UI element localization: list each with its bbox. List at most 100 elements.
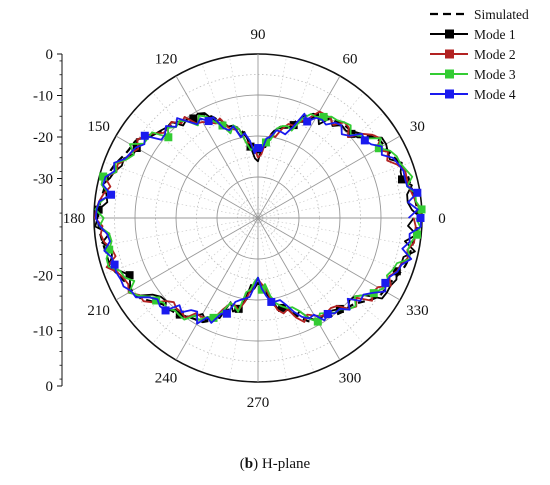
major-spoke bbox=[175, 75, 259, 219]
series-marker bbox=[222, 309, 231, 318]
legend-label: Mode 1 bbox=[474, 27, 516, 42]
series-marker bbox=[278, 303, 287, 312]
series-marker bbox=[254, 144, 262, 153]
series-marker bbox=[323, 309, 332, 318]
minor-spoke bbox=[152, 92, 259, 219]
legend-marker bbox=[445, 29, 454, 39]
angle-label: 90 bbox=[251, 27, 266, 43]
series-marker bbox=[107, 190, 116, 199]
minor-spoke bbox=[257, 217, 384, 324]
caption-text: H-plane bbox=[261, 456, 311, 472]
series-marker bbox=[164, 133, 173, 142]
legend-marker bbox=[445, 69, 454, 79]
minor-spoke bbox=[103, 217, 259, 275]
series-marker bbox=[161, 306, 170, 315]
series-marker bbox=[110, 260, 119, 269]
minor-spoke bbox=[132, 112, 259, 219]
minor-spoke bbox=[257, 161, 413, 219]
angle-labels: 0 30 60 90 120 150 180 210 240 270 300 330 bbox=[63, 27, 446, 411]
radial-tick-label: -10 bbox=[33, 324, 53, 340]
series-marker bbox=[99, 172, 108, 181]
minor-spoke bbox=[257, 217, 420, 247]
legend-label: Simulated bbox=[474, 7, 529, 22]
series-marker bbox=[152, 296, 161, 305]
major-spoke bbox=[257, 217, 341, 361]
minor-spoke bbox=[257, 63, 315, 219]
legend-entry: Mode 1 bbox=[430, 27, 516, 42]
radial-axis: 0 -10 -20 -30 -20 -10 0 bbox=[33, 47, 63, 395]
radial-tick-label: -30 bbox=[33, 172, 53, 188]
legend-label: Mode 4 bbox=[474, 87, 516, 102]
minor-spoke bbox=[96, 189, 259, 219]
radial-tick-label: -20 bbox=[33, 268, 53, 284]
major-spoke bbox=[115, 217, 259, 301]
series-marker bbox=[204, 117, 213, 126]
series-marker bbox=[416, 214, 425, 222]
angle-label: 150 bbox=[87, 119, 110, 135]
series-layer bbox=[94, 110, 426, 326]
series-marker bbox=[246, 142, 255, 151]
series-marker bbox=[140, 131, 149, 140]
major-spoke bbox=[257, 217, 401, 301]
series-marker bbox=[105, 245, 114, 254]
legend: Simulated Mode 1 Mode 2 Mode 3 Mode 4 bbox=[430, 7, 529, 102]
minor-spoke bbox=[103, 161, 259, 219]
minor-spoke bbox=[257, 217, 315, 373]
angle-label: 30 bbox=[410, 119, 425, 135]
angle-label: 240 bbox=[155, 370, 178, 386]
series-line bbox=[94, 112, 422, 325]
legend-marker bbox=[445, 89, 454, 99]
series-marker bbox=[94, 205, 103, 214]
minor-spoke bbox=[132, 217, 259, 324]
angle-label: 120 bbox=[155, 52, 178, 68]
angle-label: 300 bbox=[339, 370, 362, 386]
series-marker bbox=[218, 121, 227, 130]
series-marker bbox=[303, 117, 312, 126]
figure-caption: (b) H-plane bbox=[239, 456, 311, 472]
minor-spoke bbox=[257, 189, 420, 219]
series-marker bbox=[209, 313, 218, 322]
series-marker bbox=[189, 114, 198, 123]
caption-label: b bbox=[244, 456, 254, 472]
angle-label: 270 bbox=[247, 395, 270, 411]
angle-label: 210 bbox=[87, 303, 110, 319]
minor-spoke bbox=[257, 56, 287, 219]
radial-tick-label: -10 bbox=[33, 89, 53, 105]
polar-grid bbox=[93, 53, 423, 383]
radial-tick-label: 0 bbox=[46, 379, 54, 395]
minor-spoke bbox=[201, 63, 259, 219]
minor-spoke bbox=[257, 217, 413, 275]
minor-spoke bbox=[96, 217, 259, 247]
series-marker bbox=[125, 271, 134, 280]
series-marker bbox=[412, 230, 421, 239]
legend-label: Mode 3 bbox=[474, 67, 516, 82]
legend-entry: Mode 3 bbox=[430, 67, 516, 82]
radial-tick-label: 0 bbox=[46, 47, 54, 63]
minor-spoke bbox=[257, 92, 364, 219]
angle-label: 330 bbox=[406, 303, 429, 319]
minor-spoke bbox=[201, 217, 259, 373]
legend-entry: Simulated bbox=[430, 7, 529, 22]
legend-entry: Mode 4 bbox=[430, 87, 516, 102]
series-marker bbox=[374, 144, 383, 153]
series-marker bbox=[313, 317, 322, 326]
minor-spoke bbox=[229, 217, 259, 380]
minor-spoke bbox=[257, 217, 287, 380]
radial-tick-label: -20 bbox=[33, 130, 53, 146]
angle-label: 60 bbox=[343, 52, 358, 68]
series-marker bbox=[413, 188, 422, 197]
minor-spoke bbox=[257, 112, 384, 219]
series-marker bbox=[319, 112, 328, 121]
angle-label: 180 bbox=[63, 211, 86, 227]
series-marker bbox=[398, 175, 407, 184]
series-marker bbox=[360, 136, 369, 145]
series-marker bbox=[381, 278, 390, 287]
series-marker bbox=[417, 205, 426, 214]
legend-entry: Mode 2 bbox=[430, 47, 516, 62]
minor-spoke bbox=[229, 56, 259, 219]
legend-label: Mode 2 bbox=[474, 47, 516, 62]
major-spoke bbox=[175, 217, 259, 361]
series-mode-4 bbox=[94, 112, 425, 325]
series-marker bbox=[261, 138, 270, 147]
